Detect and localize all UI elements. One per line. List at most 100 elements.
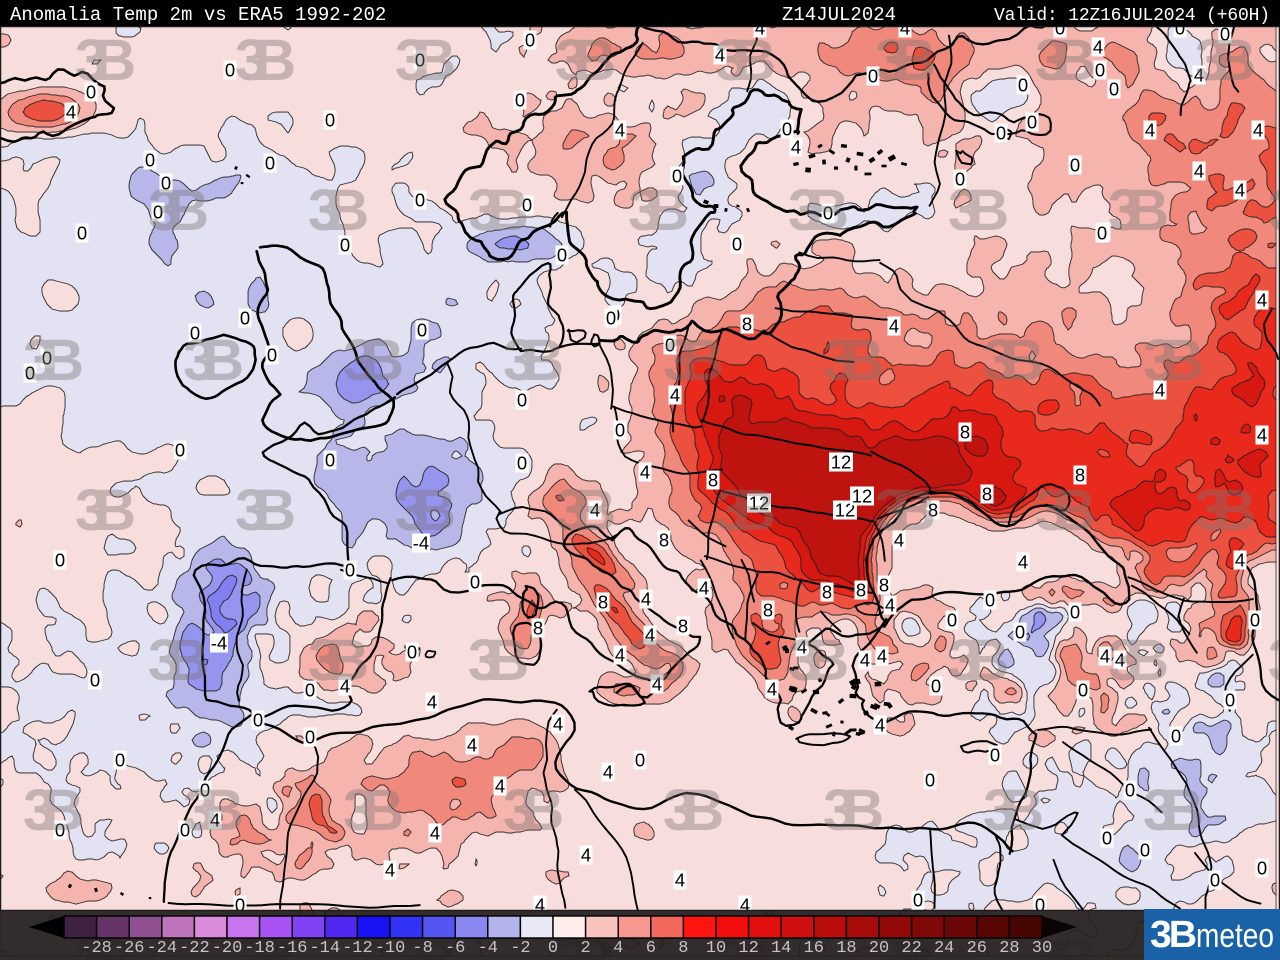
svg-text:0: 0 [325, 110, 335, 131]
svg-text:-12: -12 [342, 939, 373, 958]
svg-text:0: 0 [1225, 690, 1235, 711]
svg-text:4: 4 [427, 692, 437, 713]
svg-text:0: 0 [1175, 18, 1185, 39]
svg-text:0: 0 [1220, 24, 1230, 45]
svg-text:8: 8 [708, 470, 718, 491]
svg-text:8: 8 [856, 580, 866, 601]
svg-text:4: 4 [715, 45, 725, 66]
svg-text:0: 0 [525, 30, 535, 51]
svg-text:4: 4 [797, 637, 807, 658]
svg-text:0: 0 [200, 780, 210, 801]
svg-text:4: 4 [885, 595, 895, 616]
svg-text:8: 8 [1075, 465, 1085, 486]
svg-text:0: 0 [415, 50, 425, 71]
svg-text:0: 0 [868, 66, 878, 87]
svg-text:0: 0 [415, 190, 425, 211]
svg-text:0: 0 [267, 345, 277, 366]
svg-text:0: 0 [407, 642, 417, 663]
svg-text:0: 0 [913, 890, 923, 911]
svg-text:4: 4 [670, 385, 680, 406]
svg-text:4: 4 [877, 646, 887, 667]
svg-text:30: 30 [1032, 939, 1052, 958]
svg-text:0: 0 [175, 440, 185, 461]
svg-text:4: 4 [645, 625, 655, 646]
svg-text:4: 4 [553, 714, 563, 735]
svg-text:4: 4 [495, 776, 505, 797]
svg-text:3B: 3B [1150, 914, 1196, 956]
svg-text:-4: -4 [478, 939, 498, 958]
svg-text:-18: -18 [244, 939, 275, 958]
svg-text:0: 0 [115, 750, 125, 771]
svg-text:0: 0 [1102, 828, 1112, 849]
svg-text:0: 0 [1018, 75, 1028, 96]
svg-text:4: 4 [894, 530, 904, 551]
svg-text:22: 22 [901, 939, 921, 958]
svg-text:4: 4 [1235, 550, 1245, 571]
svg-text:0: 0 [996, 123, 1006, 144]
svg-text:0: 0 [340, 235, 350, 256]
svg-text:12: 12 [831, 452, 852, 473]
svg-text:0: 0 [240, 308, 250, 329]
svg-text:4: 4 [581, 845, 591, 866]
svg-text:0: 0 [55, 820, 65, 841]
svg-text:0: 0 [325, 450, 335, 471]
svg-text:-6: -6 [445, 939, 465, 958]
svg-text:-4: -4 [211, 633, 227, 654]
svg-text:12: 12 [738, 939, 758, 958]
svg-text:4: 4 [767, 679, 777, 700]
svg-text:0: 0 [955, 169, 965, 190]
svg-text:0: 0 [1140, 840, 1150, 861]
svg-text:0: 0 [782, 119, 792, 140]
svg-text:8: 8 [533, 618, 543, 639]
svg-text:0: 0 [77, 223, 87, 244]
svg-text:4: 4 [1253, 120, 1263, 141]
svg-text:0: 0 [1171, 726, 1181, 747]
svg-text:0: 0 [145, 150, 155, 171]
svg-text:20: 20 [869, 939, 889, 958]
svg-text:0: 0 [417, 320, 427, 341]
svg-text:0: 0 [1070, 602, 1080, 623]
svg-text:0: 0 [190, 323, 200, 344]
svg-text:0: 0 [1097, 223, 1107, 244]
svg-text:16: 16 [804, 939, 824, 958]
svg-text:4: 4 [1235, 180, 1245, 201]
svg-text:0: 0 [557, 245, 567, 266]
svg-text:3B: 3B [1268, 628, 1280, 693]
svg-text:0: 0 [522, 195, 532, 216]
svg-text:4: 4 [875, 715, 885, 736]
svg-text:0: 0 [665, 335, 675, 356]
svg-text:0: 0 [1250, 610, 1260, 631]
svg-text:4: 4 [1100, 646, 1110, 667]
svg-text:0: 0 [25, 363, 35, 384]
svg-text:0: 0 [55, 550, 65, 571]
svg-text:4: 4 [615, 120, 625, 141]
svg-text:8: 8 [678, 939, 688, 958]
svg-text:8: 8 [822, 582, 832, 603]
svg-text:8: 8 [879, 575, 889, 596]
svg-text:12: 12 [852, 486, 873, 507]
svg-text:0: 0 [86, 82, 96, 103]
svg-text:2: 2 [580, 939, 590, 958]
svg-text:0: 0 [1109, 79, 1119, 100]
svg-text:-4: -4 [413, 533, 429, 554]
svg-text:-22: -22 [179, 939, 210, 958]
svg-text:4: 4 [467, 735, 477, 756]
svg-text:4: 4 [860, 650, 870, 671]
svg-text:4: 4 [340, 676, 350, 697]
svg-text:4: 4 [640, 462, 650, 483]
svg-text:0: 0 [42, 348, 52, 369]
svg-text:0: 0 [1015, 622, 1025, 643]
svg-text:Z14JUL2024: Z14JUL2024 [782, 4, 896, 26]
svg-text:-2: -2 [510, 939, 530, 958]
svg-text:0: 0 [153, 202, 163, 223]
svg-text:24: 24 [934, 939, 954, 958]
svg-text:4: 4 [1257, 425, 1267, 446]
svg-text:0: 0 [635, 750, 645, 771]
svg-text:4: 4 [1155, 380, 1165, 401]
svg-text:0: 0 [1055, 18, 1065, 39]
svg-text:-14: -14 [309, 939, 340, 958]
svg-text:0: 0 [265, 153, 275, 174]
svg-text:8: 8 [928, 500, 938, 521]
svg-text:4: 4 [1194, 161, 1204, 182]
svg-text:4: 4 [740, 895, 750, 916]
